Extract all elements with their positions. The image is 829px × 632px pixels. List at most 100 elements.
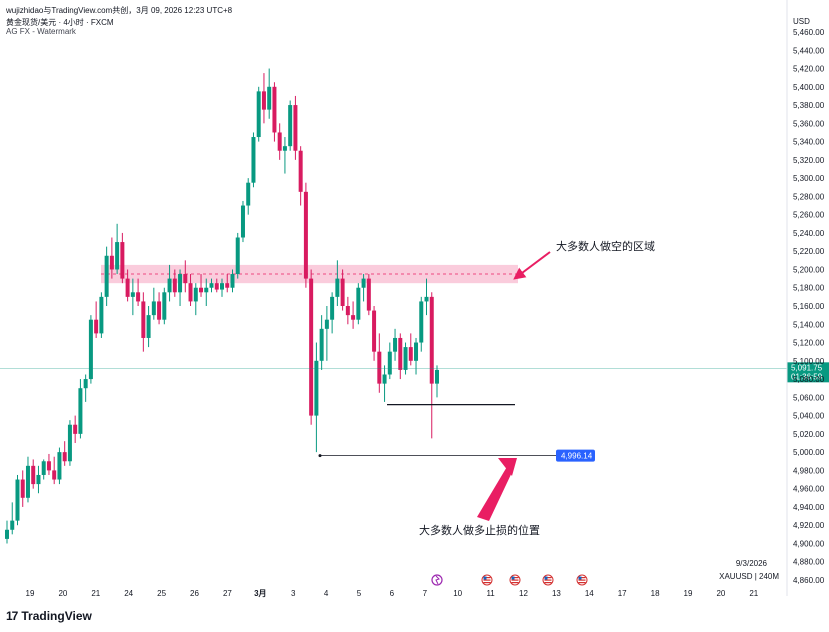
candle-body xyxy=(120,242,125,279)
candle xyxy=(209,278,214,293)
candle xyxy=(330,292,335,334)
candle-body xyxy=(230,274,235,288)
us-flag-icon xyxy=(542,574,554,586)
events-layer xyxy=(431,574,588,586)
price-tick-label: 4,860.00 xyxy=(793,576,825,585)
candle xyxy=(130,278,135,316)
candle xyxy=(314,342,319,453)
candle xyxy=(398,333,403,380)
candle xyxy=(109,237,114,279)
candle xyxy=(183,260,188,293)
candle-body xyxy=(240,205,245,238)
watermark-label: AG FX - Watermark xyxy=(6,27,76,36)
candle xyxy=(277,123,282,160)
candle xyxy=(246,178,251,215)
candle-body xyxy=(41,461,46,475)
candle xyxy=(324,306,329,361)
storm-icon xyxy=(431,574,443,586)
time-tick-label: 5 xyxy=(357,589,362,598)
candle-body xyxy=(319,328,324,361)
candle-body xyxy=(136,292,141,302)
candle-body xyxy=(167,278,172,293)
candle xyxy=(193,283,198,316)
price-tick-label: 5,080.00 xyxy=(793,375,825,384)
candle-body xyxy=(277,132,282,151)
time-tick-label: 20 xyxy=(716,589,725,598)
time-tick-label: 26 xyxy=(190,589,199,598)
candle-body xyxy=(235,237,240,275)
candle xyxy=(120,232,125,284)
candle xyxy=(345,296,350,325)
flag-stripe xyxy=(511,582,519,584)
price-tick-label: 5,460.00 xyxy=(793,28,825,37)
candle-body xyxy=(256,91,261,138)
stop-arrow-head xyxy=(498,458,517,476)
candle xyxy=(340,269,345,311)
candle xyxy=(414,337,419,375)
candle xyxy=(151,287,156,320)
tradingview-logo-text: TradingView xyxy=(21,609,92,623)
price-tick-label: 4,880.00 xyxy=(793,558,825,567)
candle xyxy=(235,232,240,279)
candle xyxy=(251,132,256,188)
candle-body xyxy=(130,292,135,297)
time-tick-label: 21 xyxy=(91,589,100,598)
storm-icon-bolt xyxy=(435,575,440,585)
candle xyxy=(361,274,366,302)
candle-body xyxy=(361,278,366,288)
candle-body xyxy=(125,278,130,297)
flag-stripe xyxy=(578,579,586,581)
candle-body xyxy=(220,283,224,290)
candle-body xyxy=(25,465,30,498)
time-tick-label: 3月 xyxy=(254,589,266,598)
candle-body xyxy=(288,105,293,147)
candle-body xyxy=(398,337,403,370)
candle-body xyxy=(272,86,277,133)
candle xyxy=(319,315,324,370)
time-tick-label: 6 xyxy=(390,589,395,598)
candle-body xyxy=(340,278,345,306)
candle-body xyxy=(151,301,156,316)
price-tick-label: 4,960.00 xyxy=(793,485,825,494)
candle xyxy=(178,269,183,306)
candle xyxy=(303,182,308,288)
candle-body xyxy=(188,283,193,302)
candle xyxy=(31,459,36,489)
candle-body xyxy=(157,301,162,320)
flag-stripe xyxy=(578,577,586,579)
candle-body xyxy=(104,255,109,297)
candle xyxy=(293,95,298,160)
candle xyxy=(214,278,219,293)
flag-stripe xyxy=(483,577,491,579)
candle xyxy=(372,306,377,361)
candle xyxy=(199,274,204,297)
candle-body xyxy=(351,315,356,320)
time-tick-label: 11 xyxy=(486,589,495,598)
candle xyxy=(157,292,162,325)
tradingview-logo[interactable]: 17 TradingView xyxy=(6,609,92,623)
candle-body xyxy=(31,465,36,485)
flag-stripe xyxy=(544,582,552,584)
candle-body xyxy=(78,388,83,434)
candle xyxy=(172,269,177,297)
current-price-badge xyxy=(787,362,829,383)
candle xyxy=(377,333,382,393)
time-tick-label: 18 xyxy=(651,589,660,598)
candle xyxy=(204,278,209,306)
candle-body xyxy=(67,424,72,462)
candle-body xyxy=(83,379,88,389)
us-flag-icon xyxy=(509,574,521,586)
candle xyxy=(46,453,51,475)
us-flag-icon xyxy=(481,574,493,586)
symbol-title[interactable]: 黄金现货/美元 · 4小时 · FXCM xyxy=(6,18,114,27)
candle xyxy=(288,100,293,151)
candle-body xyxy=(57,452,62,480)
candle xyxy=(52,456,57,485)
time-tick-label: 12 xyxy=(519,589,528,598)
price-tick-label: 5,300.00 xyxy=(793,174,825,183)
price-tick-label: 5,400.00 xyxy=(793,83,825,92)
candle-body xyxy=(183,274,188,284)
candle-body xyxy=(10,520,15,530)
candle xyxy=(99,292,104,338)
price-tick-label: 4,920.00 xyxy=(793,521,825,530)
